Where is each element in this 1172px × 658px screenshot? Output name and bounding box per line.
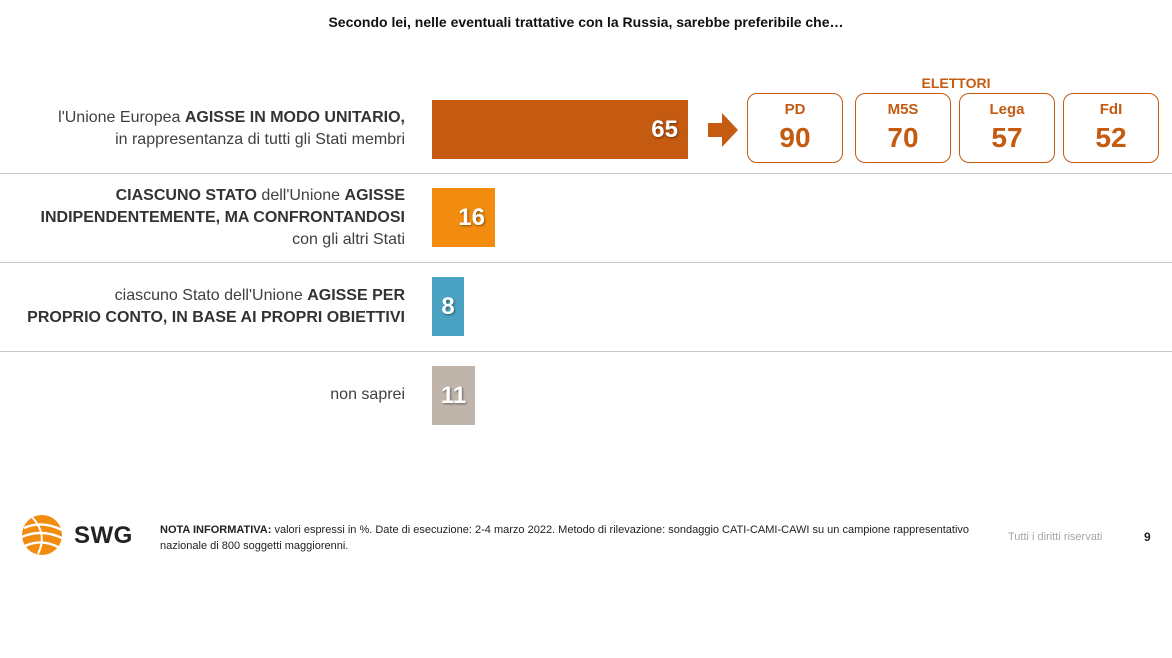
chart-title: Secondo lei, nelle eventuali trattative … xyxy=(328,14,844,30)
chart-row: CIASCUNO STATO dell'Unione AGISSE INDIPEN… xyxy=(0,173,1172,262)
bar-value-label: 11 xyxy=(440,381,467,409)
party-name: Lega xyxy=(989,101,1025,118)
category-label: ciascuno Stato dell'Unione AGISSE PER PRO… xyxy=(27,287,405,326)
footnote: NOTA INFORMATIVA: valori espressi in %. … xyxy=(160,522,980,554)
logo-text: SWG xyxy=(74,522,133,549)
row-divider xyxy=(0,262,1172,263)
party-box-lega: Lega 57 xyxy=(959,93,1055,163)
party-box-pd: PD 90 xyxy=(747,93,843,163)
note-text: valori espressi in %. Date di esecuzione… xyxy=(160,524,970,552)
swg-logo-icon xyxy=(21,515,65,555)
row-divider xyxy=(0,351,1172,352)
category-label: non saprei xyxy=(330,386,405,403)
party-value: 70 xyxy=(887,122,919,153)
chart-row: ciascuno Stato dell'Unione AGISSE PER PRO… xyxy=(0,262,1172,351)
row-divider xyxy=(0,173,1172,174)
bar-value-label: 8 xyxy=(441,292,455,320)
party-box-fdi: FdI 52 xyxy=(1063,93,1159,163)
bar: 8 xyxy=(432,277,464,336)
page-number: 9 xyxy=(1144,530,1151,544)
party-name: M5S xyxy=(887,101,919,118)
party-name: PD xyxy=(784,101,806,118)
party-name: FdI xyxy=(1099,101,1123,118)
note-label: NOTA INFORMATIVA: xyxy=(160,524,272,536)
bar-value-label: 16 xyxy=(458,203,485,231)
chart-row: non saprei 11 xyxy=(0,351,1172,439)
arrow-right-icon xyxy=(708,113,738,147)
chart-row: l'Unione Europea AGISSE IN MODO UNITARIO… xyxy=(0,85,1172,173)
bar: 65 xyxy=(432,100,688,159)
party-box-m5s: M5S 70 xyxy=(855,93,951,163)
bar: 16 xyxy=(432,188,495,247)
party-value: 57 xyxy=(991,122,1023,153)
party-value: 90 xyxy=(779,122,811,153)
category-label: l'Unione Europea AGISSE IN MODO UNITARIO… xyxy=(58,109,405,148)
category-label: CIASCUNO STATO dell'Unione AGISSE INDIPEN… xyxy=(40,187,405,248)
bar: 11 xyxy=(432,366,475,425)
rights-text: Tutti i diritti riservati xyxy=(1008,531,1103,543)
bar-value-label: 65 xyxy=(651,115,678,143)
party-value: 52 xyxy=(1095,122,1127,153)
electors-title: ELETTORI xyxy=(921,75,991,91)
